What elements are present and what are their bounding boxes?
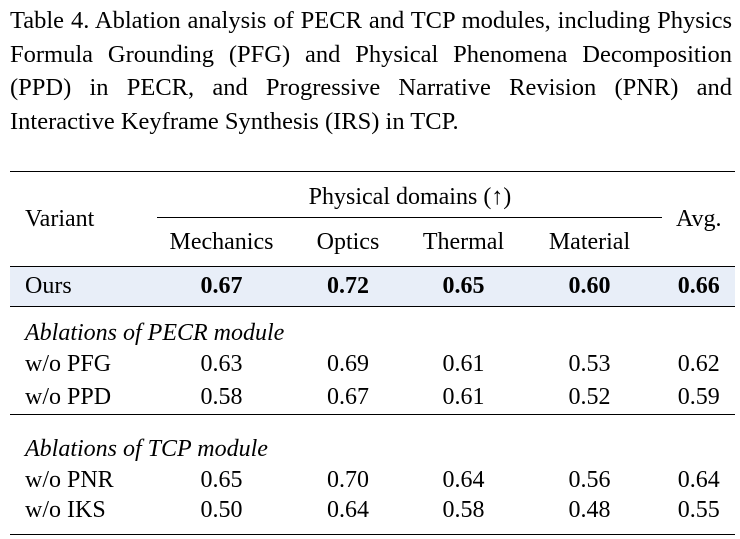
cell-thermal: 0.61 [442, 384, 485, 410]
cell-optics: 0.72 [285, 266, 411, 307]
cell-mechanics: 0.50 [200, 497, 243, 523]
cell-material: 0.52 [568, 384, 611, 410]
table-row-ours: Ours 0.67 0.72 0.65 0.60 0.66 [10, 266, 735, 307]
cell-thermal: 0.64 [442, 467, 485, 493]
variant-header: Variant [25, 205, 95, 232]
cell-avg: 0.64 [677, 467, 720, 493]
cell-optics: 0.67 [326, 384, 369, 410]
physical-domains-header: Physical domains (↑) [157, 184, 663, 218]
cell-material: 0.60 [516, 266, 663, 307]
section-title-tcp: Ablations of TCP module [10, 414, 735, 465]
section-title-pecr: Ablations of PECR module [10, 306, 735, 349]
cell-material: 0.48 [568, 497, 611, 523]
cell-thermal: 0.65 [410, 266, 517, 307]
table-row: w/o PNR 0.65 0.70 0.64 0.56 0.64 [10, 464, 735, 497]
section-title: Ablations of TCP module [25, 436, 268, 462]
cell-avg: 0.59 [677, 384, 720, 410]
row-label: w/o PNR [25, 467, 114, 493]
row-label: w/o IKS [25, 497, 106, 523]
table-row: w/o IKS 0.50 0.64 0.58 0.48 0.55 [10, 497, 735, 535]
cell-material: 0.56 [568, 467, 611, 493]
cell-optics: 0.64 [326, 497, 369, 523]
cell-avg: 0.55 [677, 497, 720, 523]
section-title: Ablations of PECR module [25, 320, 285, 346]
cell-thermal: 0.58 [442, 497, 485, 523]
cell-avg: 0.66 [662, 266, 735, 307]
domain-header-optics: Optics [316, 228, 380, 255]
cell-thermal: 0.61 [442, 351, 485, 377]
cell-optics: 0.70 [326, 467, 369, 493]
cell-avg: 0.62 [677, 351, 720, 377]
domain-header-mechanics: Mechanics [169, 228, 274, 255]
cell-mechanics: 0.65 [200, 467, 243, 493]
domain-header-material: Material [548, 228, 631, 255]
cell-mechanics: 0.58 [200, 384, 243, 410]
row-label: w/o PFG [25, 351, 112, 377]
table-row: w/o PPD 0.58 0.67 0.61 0.52 0.59 [10, 381, 735, 415]
cell-mechanics: 0.63 [200, 351, 243, 377]
row-label: Ours [10, 266, 158, 307]
cell-mechanics: 0.67 [157, 266, 286, 307]
domain-header-thermal: Thermal [422, 228, 505, 255]
ablation-table: Variant Physical domains (↑) Avg. Mechan… [10, 171, 735, 535]
row-label: w/o PPD [25, 384, 112, 410]
table-caption: Table 4. Ablation analysis of PECR and T… [10, 7, 732, 135]
avg-header: Avg. [675, 205, 722, 232]
cell-material: 0.53 [568, 351, 611, 377]
table-row: w/o PFG 0.63 0.69 0.61 0.53 0.62 [10, 348, 735, 381]
cell-optics: 0.69 [326, 351, 369, 377]
